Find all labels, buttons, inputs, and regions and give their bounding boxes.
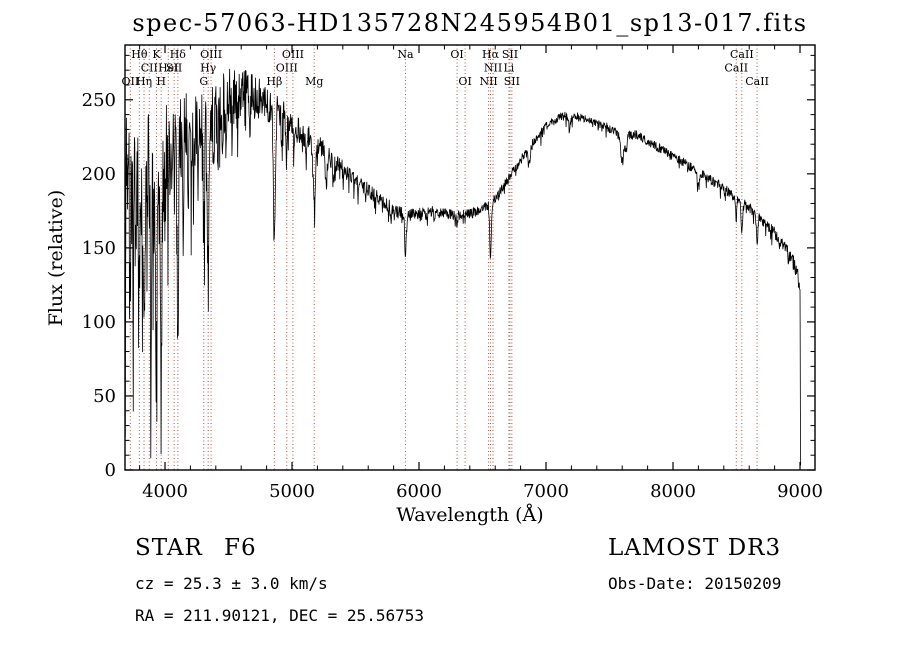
x-axis-label: Wavelength (Å) bbox=[396, 504, 543, 526]
y-tick-label: 150 bbox=[82, 238, 116, 259]
spectral-line-label: OI bbox=[458, 75, 471, 88]
x-tick-label: 6000 bbox=[396, 481, 442, 502]
spectral-line-label: OII bbox=[121, 75, 139, 88]
y-tick-label: 0 bbox=[105, 460, 116, 481]
spectral-line-label: Hβ bbox=[266, 75, 282, 88]
x-tick-label: 7000 bbox=[523, 481, 569, 502]
spectral-line-label: OI bbox=[450, 48, 463, 61]
spectral-line-label: K bbox=[152, 48, 161, 61]
spectral-line-label: CaII bbox=[745, 75, 769, 88]
spectral-line-label: NII bbox=[484, 62, 502, 75]
spectral-line-label: HeI bbox=[158, 62, 178, 75]
axes: 4000 5000 6000 7000 8000 9000 0 50 100 150 200 250 bbox=[82, 44, 823, 502]
spectral-line-label: Na bbox=[397, 48, 414, 61]
ra-dec-label: RA = 211.90121, DEC = 25.56753 bbox=[135, 606, 424, 625]
spectral-line-label: CaII bbox=[724, 62, 748, 75]
spectral-line-label: SII bbox=[166, 62, 182, 75]
classification-label: STAR bbox=[135, 535, 203, 561]
y-axis-label: Flux (relative) bbox=[45, 190, 67, 327]
figure-title: spec-57063-HD135728N245954B01_sp13-017.f… bbox=[132, 9, 807, 37]
spectral-line-label: OIII bbox=[282, 48, 304, 61]
spectral-line-label: SII bbox=[504, 75, 520, 88]
spectral-line-label: Mg bbox=[305, 75, 323, 88]
obs-date-label: Obs-Date: 20150209 bbox=[608, 574, 781, 593]
y-tick-label: 50 bbox=[93, 386, 116, 407]
spectral-line-label: SII bbox=[502, 48, 518, 61]
x-tick-label: 8000 bbox=[650, 481, 696, 502]
y-tick-label: 100 bbox=[82, 312, 116, 333]
x-tick-label: 9000 bbox=[777, 481, 823, 502]
plot-generated-layer: 4000 5000 6000 7000 8000 9000 0 50 100 150 200 250 O… bbox=[82, 44, 823, 502]
spectral-line-label: H bbox=[156, 75, 166, 88]
spectral-line-label: OIII bbox=[276, 62, 298, 75]
spectral-line-markers bbox=[129, 45, 758, 470]
x-tick-label: 5000 bbox=[269, 481, 315, 502]
spectral-line-label: CII bbox=[141, 62, 158, 75]
cz-label: cz = 25.3 ± 3.0 km/s bbox=[135, 574, 328, 593]
subclass-label: F6 bbox=[224, 535, 257, 561]
spectral-line-labels: OIIHθHηCIIKHHeISIIHδGHγOIIIHβOIIIOIIIMgN… bbox=[121, 48, 768, 88]
spectral-line-label: Hα bbox=[482, 48, 500, 61]
survey-label: LAMOST DR3 bbox=[608, 535, 781, 561]
spectral-line-label: Hγ bbox=[200, 62, 217, 75]
spectral-line-label: OIII bbox=[200, 48, 222, 61]
spectrum-path bbox=[125, 68, 802, 466]
y-tick-label: 200 bbox=[82, 164, 116, 185]
spectral-line-label: NII bbox=[479, 75, 497, 88]
spectral-line-label: G bbox=[199, 75, 208, 88]
x-tick-label: 4000 bbox=[142, 481, 188, 502]
spectral-line-label: Li bbox=[504, 62, 515, 75]
y-tick-label: 250 bbox=[82, 90, 116, 111]
spectral-line-label: Hθ bbox=[131, 48, 148, 61]
spectral-line-label: Hη bbox=[136, 75, 152, 88]
spectral-line-label: Hδ bbox=[170, 48, 187, 61]
spectral-line-label: CaII bbox=[730, 48, 754, 61]
